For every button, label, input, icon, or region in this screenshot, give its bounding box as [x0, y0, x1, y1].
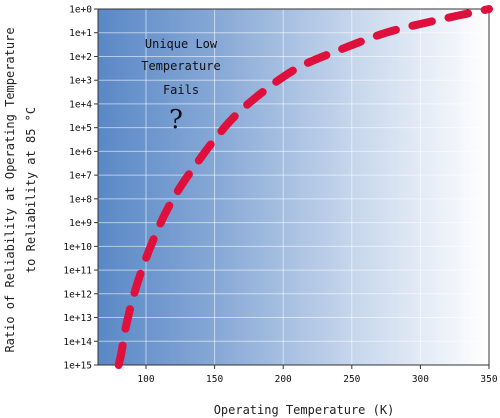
- y-tick-label: 1e+0: [69, 5, 92, 16]
- y-axis-ticks: 1e+0 1e+1 1e+2 1e+3 1e+4 1e+5 1e+6 1e+7 1e+8 1e+9…: [63, 5, 98, 372]
- x-tick-label: 300: [412, 374, 429, 385]
- y-tick-label: 1e+10: [63, 242, 92, 253]
- y-tick-label: 1e+2: [69, 52, 92, 63]
- y-tick-label: 1e+5: [69, 123, 92, 134]
- y-tick-label: 1e+4: [69, 99, 92, 110]
- y-tick-label: 1e+1: [69, 28, 92, 39]
- x-tick-label: 100: [137, 374, 154, 385]
- y-tick-label: 1e+12: [63, 289, 92, 300]
- annotation-line-2: Temperature: [141, 59, 220, 73]
- plot-frame: [97, 8, 490, 366]
- y-tick-label: 1e+11: [63, 266, 92, 277]
- x-tick-label: 350: [480, 374, 497, 385]
- y-tick-label: 1e+13: [63, 313, 92, 324]
- y-tick-label: 1e+14: [63, 337, 92, 348]
- question-mark-annotation: ?: [169, 105, 183, 135]
- y-tick-label: 1e+7: [69, 171, 92, 182]
- x-tick-label: 200: [275, 374, 292, 385]
- y-axis-label-line-2: to Reliability at 85 °C: [24, 107, 38, 273]
- reliability-ratio-curve: [114, 5, 493, 369]
- x-tick-label: 250: [343, 374, 360, 385]
- y-tick-label: 1e+6: [69, 147, 92, 158]
- annotation-line-1: Unique Low: [145, 37, 218, 51]
- x-axis-ticks: 100 150 200 250 300 350: [137, 365, 498, 385]
- y-tick-label: 1e+15: [63, 361, 92, 372]
- x-tick-label: 150: [206, 374, 223, 385]
- annotation-line-3: Fails: [163, 83, 199, 97]
- y-tick-label: 1e+9: [69, 218, 92, 229]
- series-layer: [114, 5, 493, 369]
- y-axis-label-line-1: Ratio of Reliability at Operating Temper…: [3, 27, 17, 352]
- x-axis-label: Operating Temperature (K): [214, 403, 395, 417]
- y-tick-label: 1e+8: [69, 194, 92, 205]
- y-tick-label: 1e+3: [69, 76, 92, 87]
